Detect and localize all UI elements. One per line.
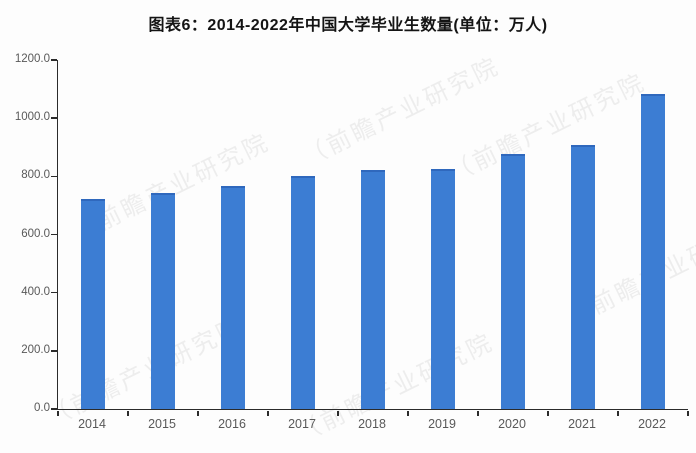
y-axis-tick [51,233,57,236]
x-axis-tick-label: 2018 [358,417,386,431]
y-axis-tick [51,408,57,410]
bar-2022 [641,94,665,409]
x-axis-tick-label: 2022 [638,417,666,431]
x-axis-tick-label: 2017 [288,417,316,431]
x-axis-tick [197,411,199,416]
x-axis-tick [267,411,269,416]
y-axis-tick-label: 400.0 [21,285,50,298]
x-axis-tick [337,411,339,416]
x-axis-tick-label: 2021 [568,417,596,431]
x-axis-tick [687,411,689,416]
x-axis-tick [57,411,59,416]
bar-2019 [431,168,455,409]
x-axis-tick-label: 2019 [428,417,456,431]
bar-2015 [151,193,175,409]
plot-area [51,59,689,416]
x-axis-tick-label: 2020 [498,417,526,431]
y-axis-tick [51,175,57,178]
x-axis-tick [477,411,479,416]
x-axis-tick-label: 2014 [78,417,106,431]
y-axis-tick [51,291,57,294]
y-axis-tick-label: 200.0 [21,343,50,356]
bar-2014 [81,199,105,409]
y-axis-tick-label: 0.0 [34,402,50,414]
y-axis-tick-label: 800.0 [21,169,50,182]
x-axis-tick-label: 2015 [148,417,176,431]
chart-title: 图表6：2014-2022年中国大学毕业生数量(单位：万人) [148,17,548,34]
bar-2018 [361,169,385,409]
y-axis-tick [51,117,57,119]
bar-2016 [221,185,245,409]
x-axis-tick [617,411,619,416]
bar-2021 [571,145,595,409]
y-axis-tick [51,350,57,352]
x-axis-tick [547,411,549,416]
y-axis-tick-label: 1000.0 [14,111,50,124]
bar-2020 [501,153,525,409]
x-axis-tick [127,411,129,416]
y-axis-tick-label: 1200.0 [14,53,50,65]
y-axis-tick-label: 600.0 [21,227,50,240]
x-axis-tick [407,411,409,416]
y-axis-tick [51,59,57,61]
bar-2017 [291,175,315,409]
x-axis-tick-label: 2016 [218,417,246,431]
